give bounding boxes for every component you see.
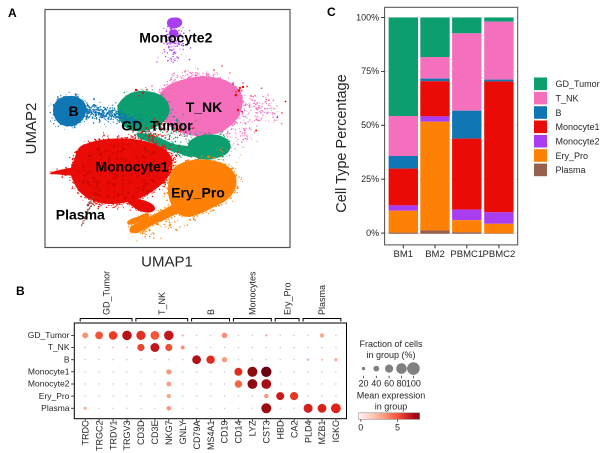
svg-text:LYZ: LYZ	[248, 420, 258, 436]
svg-text:Monocyte2: Monocyte2	[139, 29, 212, 45]
svg-text:C: C	[327, 5, 336, 19]
svg-text:Ery_Pro: Ery_Pro	[556, 151, 589, 161]
svg-text:NKG7: NKG7	[164, 421, 174, 446]
svg-text:MS4A1: MS4A1	[206, 421, 216, 451]
svg-text:TRGV3: TRGV3	[122, 421, 132, 451]
svg-text:100: 100	[406, 379, 421, 389]
svg-text:5: 5	[395, 423, 400, 433]
svg-text:50%: 50%	[361, 120, 379, 130]
svg-text:A: A	[8, 6, 17, 20]
svg-text:CD79A: CD79A	[192, 421, 202, 450]
svg-text:GD_Tumor: GD_Tumor	[121, 117, 193, 133]
svg-text:UMAP1: UMAP1	[141, 254, 193, 271]
svg-text:75%: 75%	[361, 66, 379, 76]
svg-text:40: 40	[371, 379, 381, 389]
svg-text:CD19: CD19	[220, 421, 230, 444]
svg-text:25%: 25%	[361, 174, 379, 184]
svg-text:T_NK: T_NK	[48, 342, 70, 352]
svg-text:IGKC: IGKC	[331, 420, 341, 443]
svg-text:T_NK: T_NK	[556, 93, 579, 103]
svg-text:CA2: CA2	[289, 421, 299, 439]
svg-text:B: B	[556, 108, 562, 118]
svg-text:0%: 0%	[366, 228, 379, 238]
svg-text:T_NK: T_NK	[186, 99, 223, 115]
svg-text:Ery_Pro: Ery_Pro	[282, 282, 292, 315]
svg-text:B: B	[68, 103, 78, 119]
svg-text:100%: 100%	[356, 12, 379, 22]
svg-text:Plasma: Plasma	[41, 403, 70, 413]
svg-text:HBD: HBD	[275, 420, 285, 440]
svg-text:Monocyte2: Monocyte2	[28, 379, 70, 389]
svg-text:20: 20	[358, 379, 368, 389]
svg-text:80: 80	[396, 379, 406, 389]
svg-text:Monocyte2: Monocyte2	[556, 137, 600, 147]
svg-text:GNLY: GNLY	[178, 421, 188, 445]
svg-text:TRDV1: TRDV1	[108, 421, 118, 451]
svg-text:Plasma: Plasma	[317, 285, 327, 315]
svg-text:PLD4: PLD4	[303, 421, 313, 444]
svg-text:GD_Tumor: GD_Tumor	[28, 330, 70, 340]
svg-text:Ery_Pro: Ery_Pro	[39, 391, 70, 401]
svg-text:Ery_Pro: Ery_Pro	[171, 184, 225, 200]
svg-text:MZB1: MZB1	[317, 421, 327, 445]
svg-text:GD_Tumor: GD_Tumor	[101, 271, 111, 315]
svg-text:Monocyte1: Monocyte1	[28, 367, 70, 377]
svg-text:60: 60	[384, 379, 394, 389]
svg-text:PBMC2: PBMC2	[483, 249, 516, 260]
svg-text:GD_Tumor: GD_Tumor	[556, 79, 600, 89]
svg-text:CD3E: CD3E	[150, 421, 160, 445]
svg-text:in group: in group	[375, 402, 408, 412]
svg-text:B: B	[206, 309, 216, 315]
svg-text:UMAP2: UMAP2	[23, 103, 40, 155]
svg-text:CD14: CD14	[234, 421, 244, 444]
svg-text:0: 0	[358, 423, 363, 433]
svg-text:Monocyte1: Monocyte1	[95, 159, 168, 175]
svg-text:Plasma: Plasma	[556, 165, 586, 175]
svg-text:BM1: BM1	[394, 249, 414, 260]
svg-text:TRGC2: TRGC2	[94, 421, 104, 452]
svg-text:T_NK: T_NK	[157, 292, 167, 315]
svg-text:in group (%): in group (%)	[366, 350, 415, 360]
svg-text:Fraction of cells: Fraction of cells	[359, 339, 423, 349]
svg-text:Mean expression: Mean expression	[357, 391, 426, 401]
svg-text:B: B	[64, 354, 70, 364]
svg-text:B: B	[16, 284, 25, 298]
svg-text:PBMC1: PBMC1	[450, 249, 483, 260]
svg-text:TRDC: TRDC	[80, 420, 90, 445]
svg-text:Monocyte1: Monocyte1	[556, 122, 600, 132]
svg-text:Plasma: Plasma	[56, 207, 105, 223]
svg-text:Monocytes: Monocytes	[248, 271, 258, 315]
svg-text:CD3D: CD3D	[136, 420, 146, 445]
svg-text:CST3: CST3	[262, 421, 272, 444]
svg-text:BM2: BM2	[425, 249, 445, 260]
svg-text:Cell Type Percentage: Cell Type Percentage	[334, 74, 350, 212]
